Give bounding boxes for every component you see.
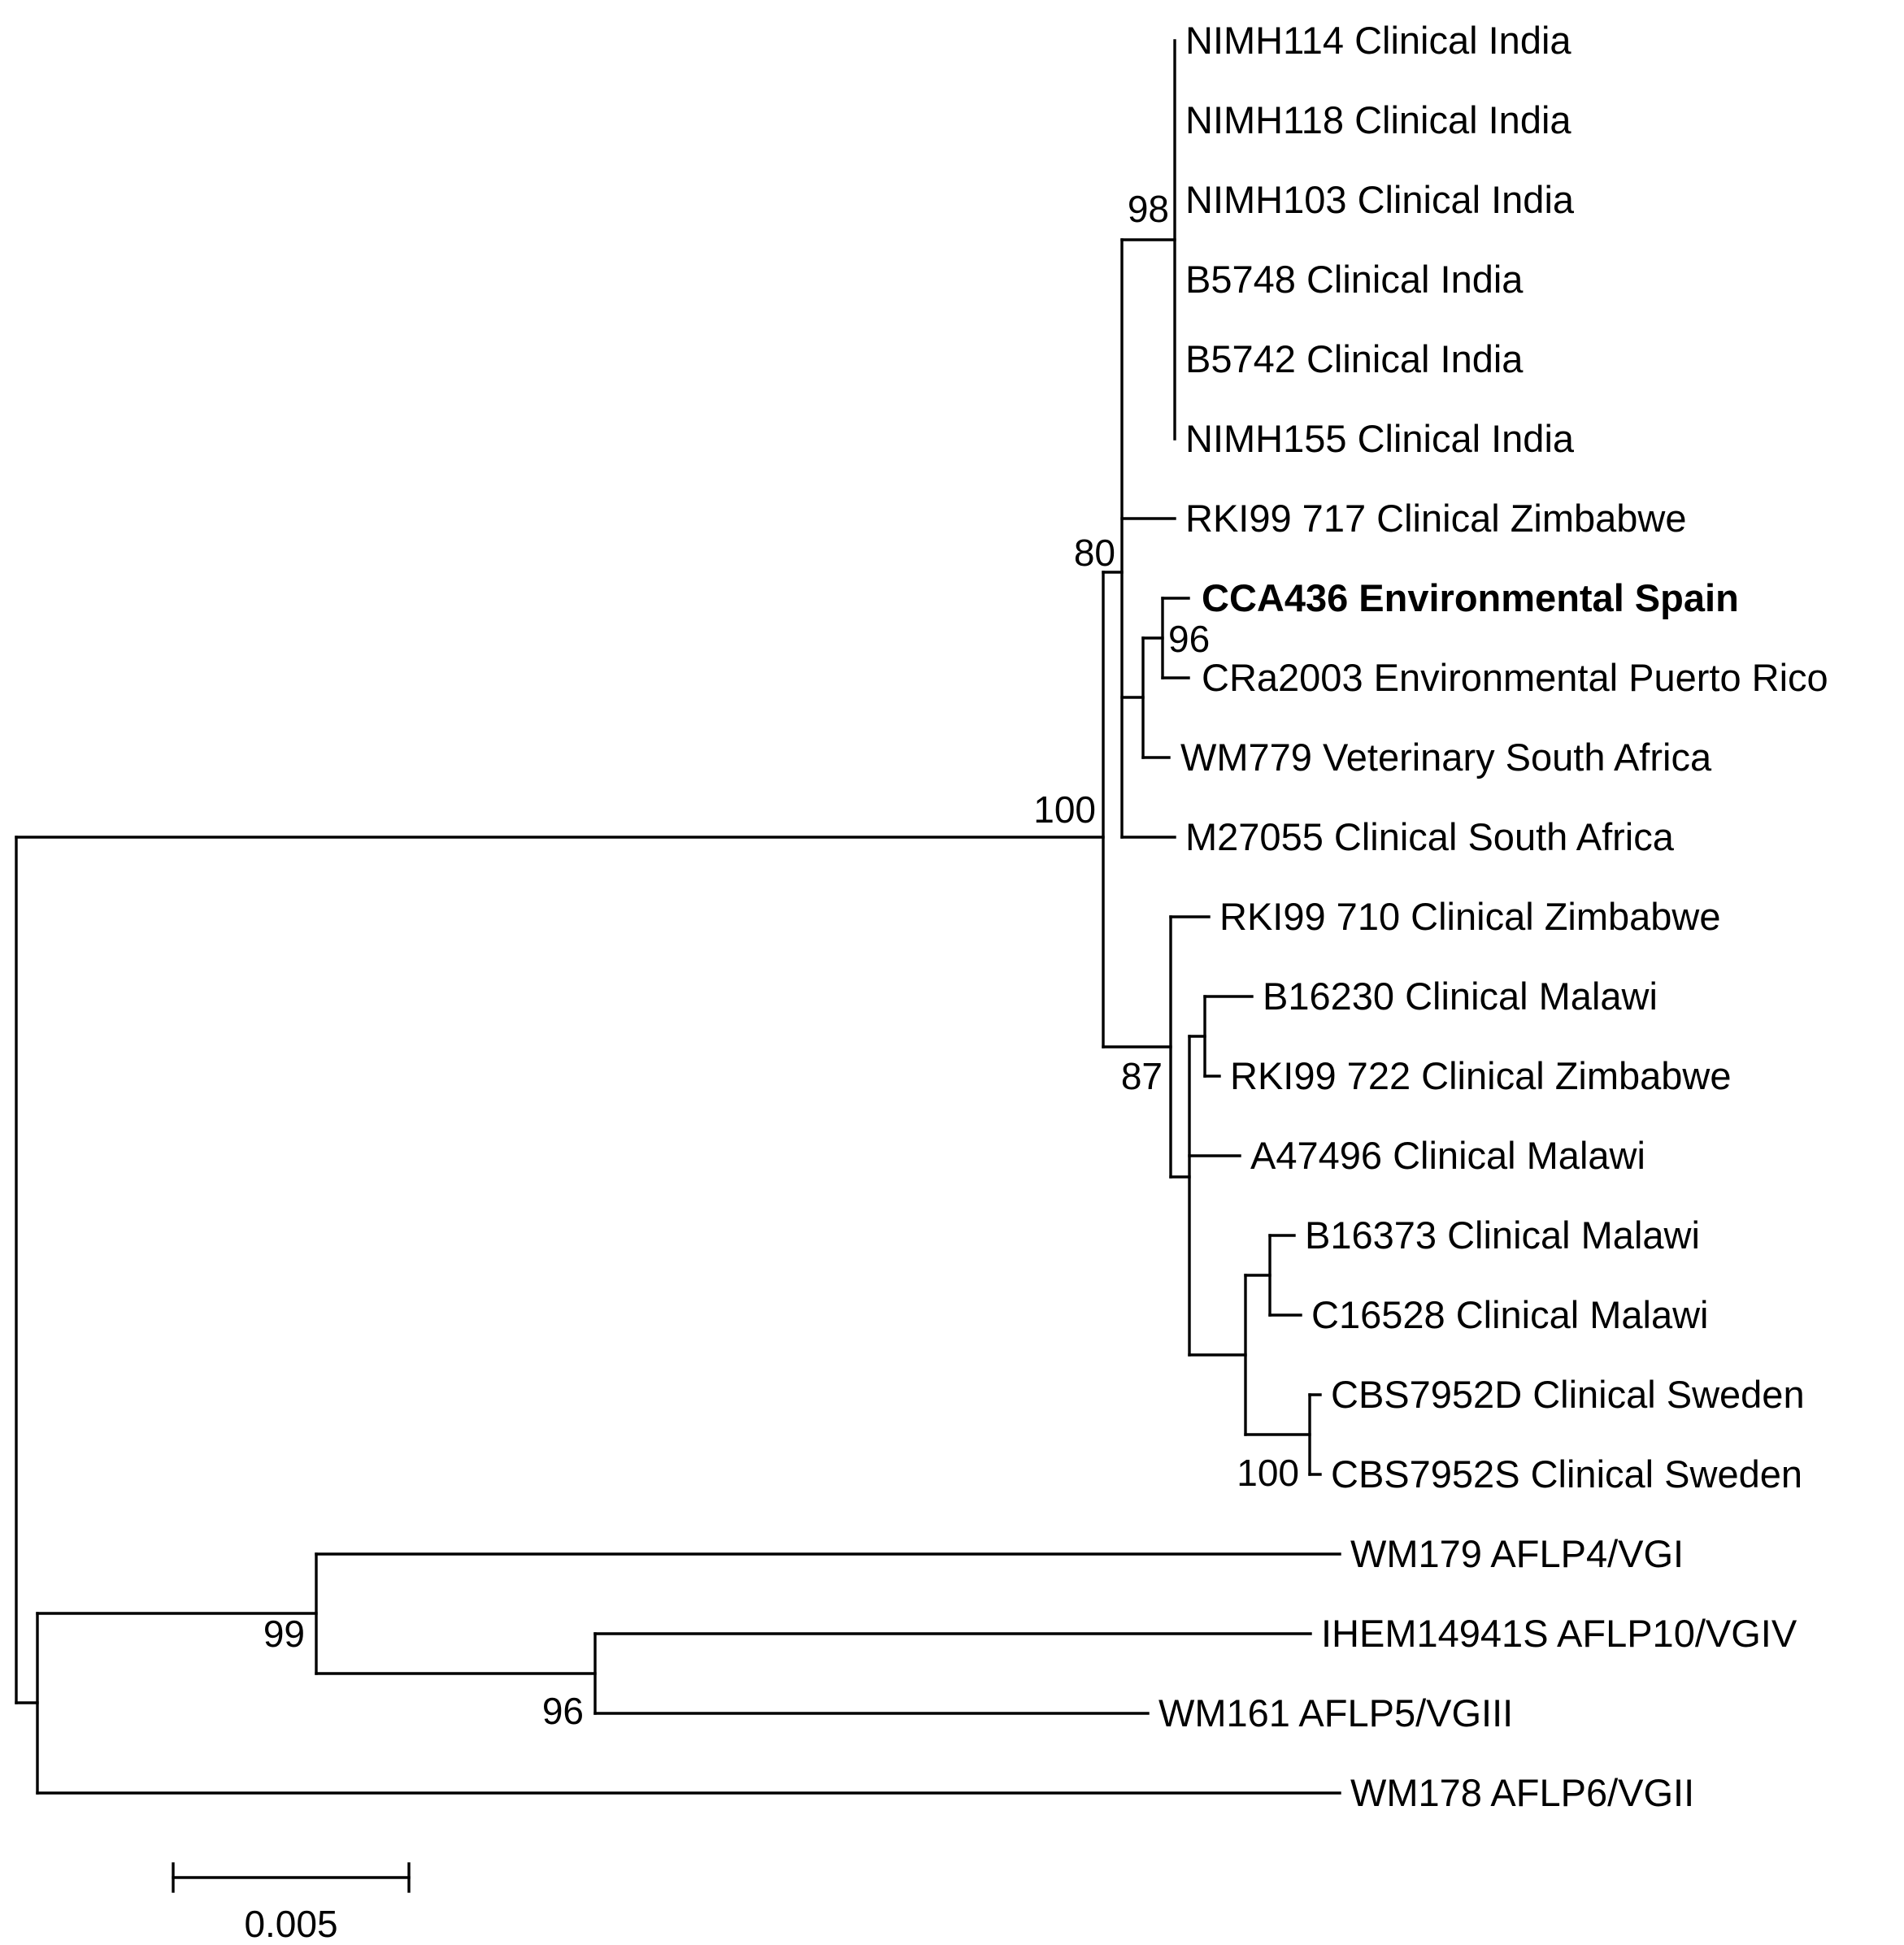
- taxon-label: WM179 AFLP4/VGI: [1350, 1532, 1684, 1575]
- taxon-label: RKI99 722 Clinical Zimbabwe: [1230, 1054, 1732, 1097]
- taxon-label: RKI99 717 Clinical Zimbabwe: [1185, 497, 1687, 540]
- taxon-label: B16373 Clinical Malawi: [1305, 1213, 1700, 1257]
- taxon-label: WM161 AFLP5/VGIII: [1158, 1691, 1513, 1734]
- bootstrap-value: 98: [1128, 188, 1169, 230]
- bootstrap-value: 100: [1237, 1452, 1299, 1494]
- taxon-label: B5748 Clinical India: [1185, 258, 1524, 301]
- bootstrap-value: 96: [542, 1690, 584, 1732]
- taxon-label: WM779 Veterinary South Africa: [1180, 736, 1712, 779]
- taxon-label: WM178 AFLP6/VGII: [1350, 1771, 1694, 1814]
- taxon-label: NIMH155 Clinical India: [1185, 417, 1575, 460]
- bootstrap-value: 80: [1074, 532, 1115, 574]
- taxon-label: RKI99 710 Clinical Zimbabwe: [1219, 895, 1721, 938]
- bootstrap-value: 87: [1121, 1055, 1163, 1097]
- taxon-label: B16230 Clinical Malawi: [1263, 975, 1658, 1018]
- taxon-label: B5742 Clinical India: [1185, 337, 1524, 380]
- bootstrap-value: 96: [1168, 618, 1210, 660]
- taxon-label: CBS7952S Clinical Sweden: [1331, 1452, 1802, 1496]
- bootstrap-value: 99: [263, 1613, 305, 1655]
- bootstrap-value: 100: [1033, 788, 1096, 831]
- taxon-label: A47496 Clinical Malawi: [1250, 1134, 1645, 1177]
- scale-bar-label: 0.005: [244, 1903, 337, 1945]
- taxon-label: CBS7952D Clinical Sweden: [1331, 1373, 1805, 1416]
- taxon-label: NIMH114 Clinical India: [1185, 19, 1571, 62]
- taxon-label: CCA436 Environmental Spain: [1202, 576, 1739, 619]
- taxon-label: IHEM14941S AFLP10/VGIV: [1321, 1612, 1797, 1655]
- taxon-label: NIMH118 Clinical India: [1185, 98, 1571, 141]
- taxon-label: C16528 Clinical Malawi: [1311, 1293, 1709, 1336]
- taxon-label: NIMH103 Clinical India: [1185, 178, 1575, 221]
- taxon-label: CRa2003 Environmental Puerto Rico: [1202, 656, 1828, 699]
- taxon-label: M27055 Clinical South Africa: [1185, 815, 1675, 858]
